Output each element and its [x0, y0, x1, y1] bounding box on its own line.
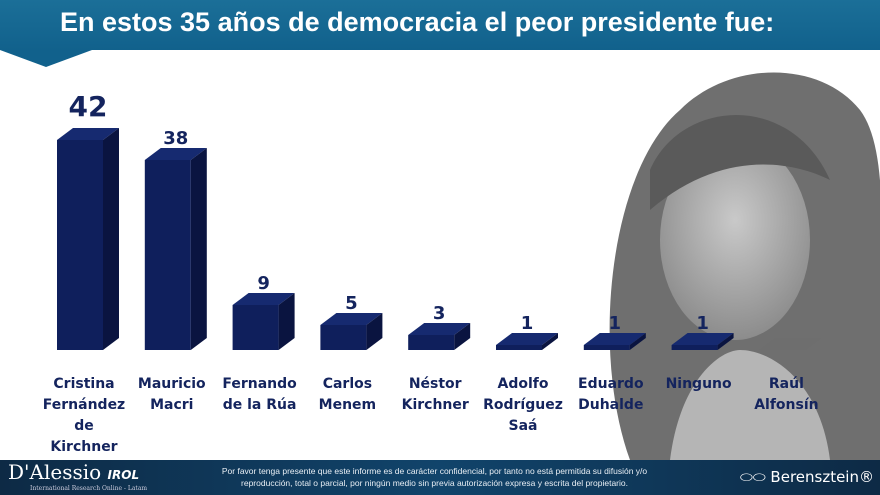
data-label: 9 — [257, 273, 270, 294]
bar-front — [232, 305, 279, 350]
category-label: Menem — [319, 397, 376, 413]
bar — [759, 338, 822, 350]
dalessio-logo: D'Alessio IROL — [8, 460, 140, 484]
category-label: Carlos — [323, 376, 372, 392]
bar — [57, 128, 119, 350]
data-label: 42 — [69, 90, 108, 123]
bar-top — [496, 333, 558, 345]
category-label: Eduardo — [578, 376, 644, 392]
bar — [232, 293, 295, 350]
bar — [320, 313, 383, 350]
bar — [408, 323, 471, 350]
bar-top — [671, 333, 734, 345]
bar — [496, 333, 558, 350]
category-label: Raúl — [769, 376, 804, 392]
category-label: de la Rúa — [223, 397, 297, 413]
bar — [144, 148, 207, 350]
title-banner: En estos 35 años de democracia el peor p… — [0, 0, 880, 50]
category-label: Fernando — [222, 376, 297, 392]
category-label: Cristina — [53, 376, 114, 392]
category-label: de — [74, 418, 94, 434]
bar-side — [278, 293, 295, 350]
page-title: En estos 35 años de democracia el peor p… — [60, 7, 775, 37]
bar — [671, 333, 734, 350]
dalessio-tagline: International Research Online - Latam — [30, 485, 148, 492]
category-label: Mauricio — [138, 376, 206, 392]
berensztein-logo: ⬭⬭ Berensztein® — [740, 468, 874, 486]
bar-side — [454, 323, 471, 350]
data-label: 1 — [609, 313, 622, 334]
bar-top — [408, 323, 471, 335]
category-label: Kirchner — [402, 397, 469, 413]
data-label: 1 — [696, 313, 709, 334]
category-label: Alfonsín — [754, 397, 818, 413]
disclaimer: Por favor tenga presente que este inform… — [221, 466, 648, 488]
bar-top — [232, 293, 295, 305]
bar-front — [144, 160, 191, 350]
bar-side — [190, 148, 207, 350]
footer: D'Alessio IROL International Research On… — [0, 460, 880, 495]
bar-front — [408, 335, 455, 350]
data-label: 1 — [521, 313, 534, 334]
category-label: Rodríguez — [483, 397, 563, 413]
data-label: 38 — [163, 128, 188, 149]
bar-front — [583, 345, 630, 350]
data-label: 5 — [345, 293, 358, 314]
bar-top — [759, 338, 822, 350]
bar — [583, 333, 646, 350]
portrait-photo — [570, 50, 880, 460]
bar-top — [144, 148, 207, 160]
bar-top — [583, 333, 646, 345]
category-label: Saá — [509, 418, 538, 434]
bar-chart: 42 Cristina Fernández de Kirchner 38 Mauricio M… — [43, 90, 822, 455]
bar-front — [320, 325, 367, 350]
bar-front — [671, 345, 718, 350]
category-label: Fernández — [43, 397, 125, 413]
category-label: Kirchner — [50, 439, 117, 455]
bar-side — [542, 333, 558, 350]
category-label: Ninguno — [666, 376, 732, 392]
category-label: Néstor — [409, 376, 462, 392]
category-label: Macri — [150, 397, 193, 413]
banner-notch — [0, 50, 92, 67]
bar-side — [103, 128, 119, 350]
data-label: 3 — [433, 303, 446, 324]
category-label: Duhalde — [578, 397, 643, 413]
bar-top — [320, 313, 383, 325]
bar-front — [496, 345, 542, 350]
category-label: Adolfo — [498, 376, 549, 392]
bar-side — [366, 313, 383, 350]
bar-side — [629, 333, 646, 350]
bar-side — [717, 333, 734, 350]
bar-front — [57, 140, 103, 350]
bar-top — [57, 128, 119, 140]
